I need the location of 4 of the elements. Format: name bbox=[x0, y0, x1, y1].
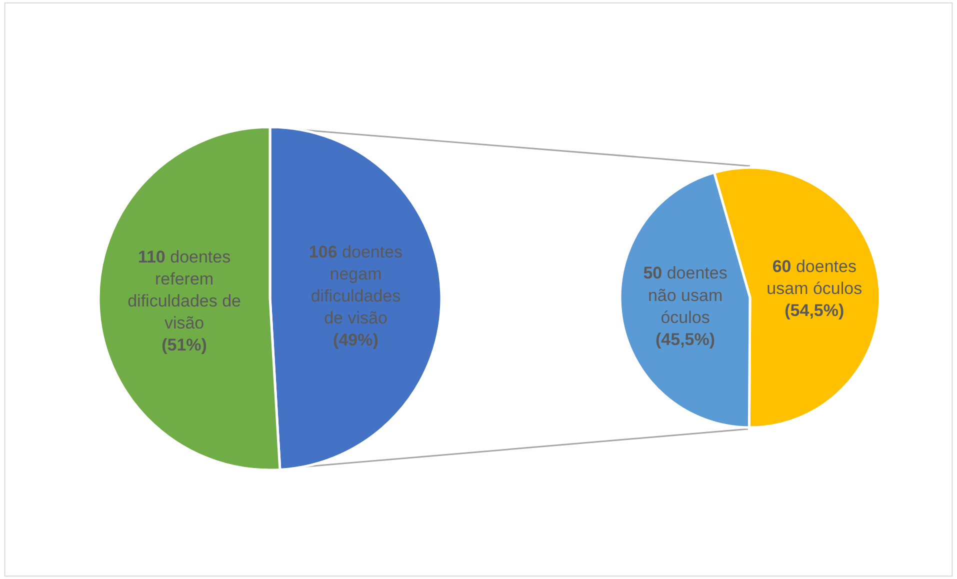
data-label: 50 doentes não usam óculos (45,5%) bbox=[643, 264, 728, 350]
data-label: 60 doentes usam óculos (54,5%) bbox=[766, 257, 862, 320]
data-label: 106 doentes negam dificuldades de visão (49%) bbox=[308, 242, 403, 350]
data-label: 110 doentes referem dificuldades de visão (51%) bbox=[128, 247, 241, 355]
